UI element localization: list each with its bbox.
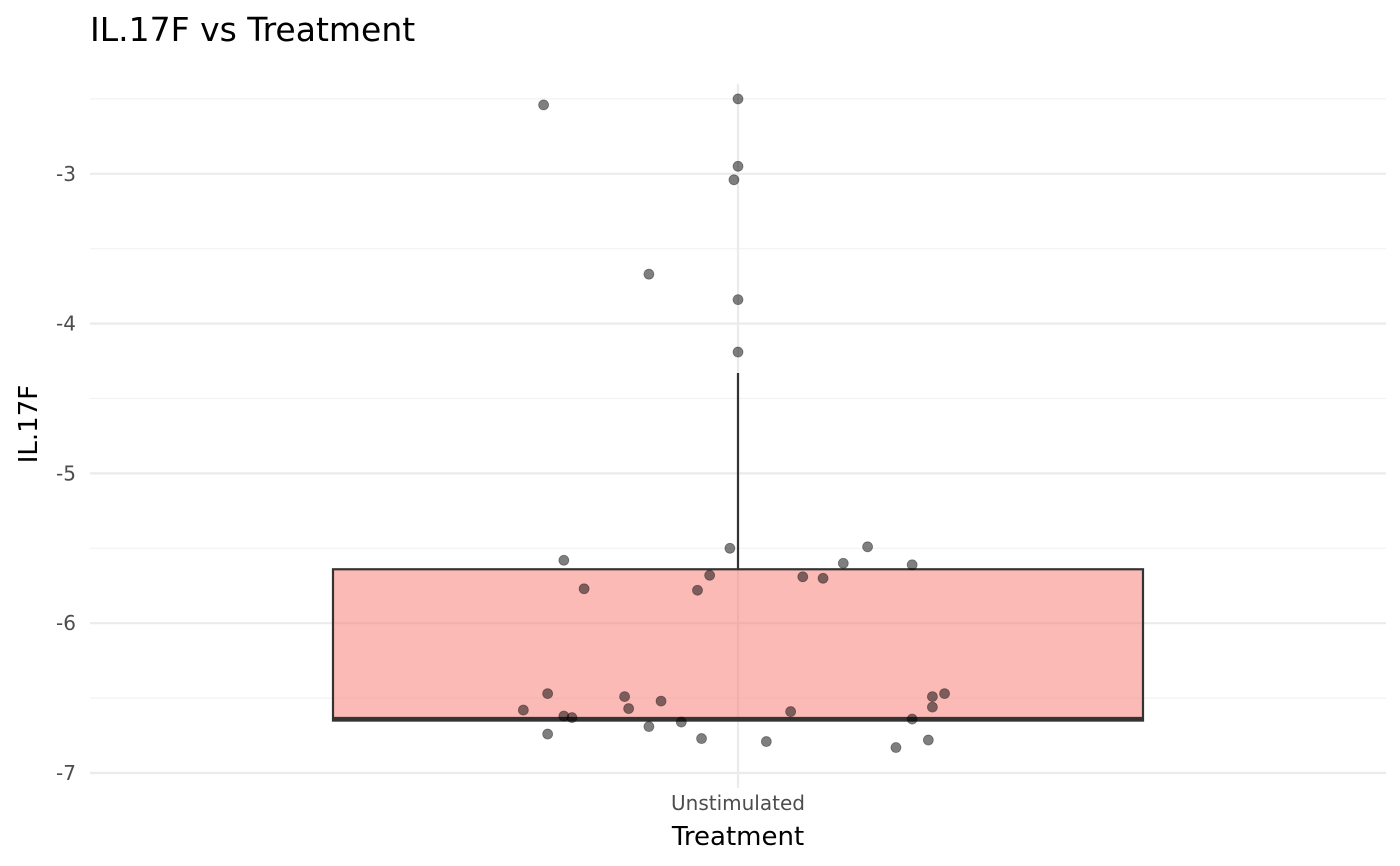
data-point xyxy=(623,703,635,714)
y-tick-label: -7 xyxy=(56,761,76,785)
data-point xyxy=(732,294,744,306)
data-point xyxy=(643,721,655,732)
data-points xyxy=(517,93,950,753)
data-point xyxy=(675,716,687,728)
data-point xyxy=(862,541,873,553)
data-point xyxy=(542,688,554,700)
data-point xyxy=(797,571,809,583)
data-point xyxy=(837,557,849,569)
data-point xyxy=(542,728,554,740)
data-point xyxy=(890,742,902,753)
data-point xyxy=(927,701,938,713)
y-tick-label: -6 xyxy=(56,611,76,635)
data-point xyxy=(906,559,918,571)
data-point xyxy=(927,691,938,703)
data-point xyxy=(817,572,829,584)
x-axis-ticks: Unstimulated xyxy=(671,791,805,815)
data-point xyxy=(732,160,744,172)
data-point xyxy=(655,695,667,707)
data-point xyxy=(578,583,590,595)
data-point xyxy=(728,174,740,186)
data-point xyxy=(566,712,578,723)
x-axis-title: Treatment xyxy=(671,822,804,852)
y-tick-label: -3 xyxy=(56,162,76,186)
data-point xyxy=(538,99,549,111)
data-point xyxy=(906,713,918,725)
y-axis-ticks: -7 -6 -5 -4 -3 xyxy=(56,162,76,785)
data-point xyxy=(619,691,630,703)
data-point xyxy=(643,268,655,280)
y-tick-label: -4 xyxy=(56,312,76,336)
data-point xyxy=(939,688,950,700)
chart-title: IL.17F vs Treatment xyxy=(90,10,415,49)
x-tick-label: Unstimulated xyxy=(671,791,805,815)
boxplot xyxy=(331,373,1145,722)
data-point xyxy=(692,584,703,596)
data-point xyxy=(760,736,772,747)
data-point xyxy=(558,554,570,566)
data-point xyxy=(785,706,797,717)
data-point xyxy=(696,733,707,744)
y-tick-label: -5 xyxy=(56,461,76,485)
data-point xyxy=(517,704,529,716)
data-point xyxy=(724,542,736,554)
data-point xyxy=(732,93,744,105)
box-body xyxy=(331,568,1145,722)
data-point xyxy=(732,346,744,358)
data-point xyxy=(704,569,716,581)
data-point xyxy=(922,734,934,746)
y-axis-title: IL.17F xyxy=(14,385,44,463)
